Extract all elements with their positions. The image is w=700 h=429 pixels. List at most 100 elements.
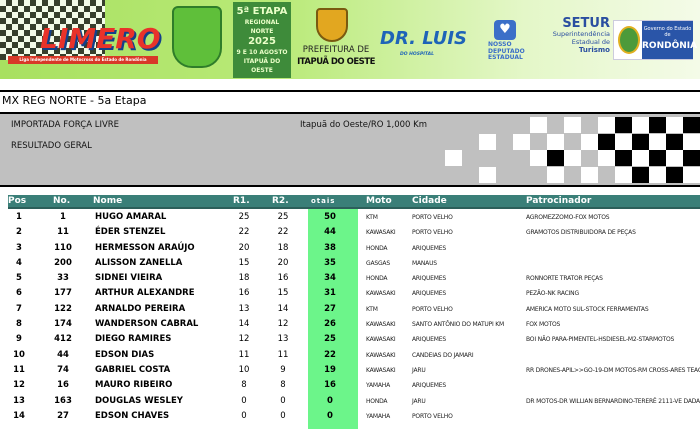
page-title: MX REG NORTE - 5a Etapa [2,94,147,107]
r2-cell: 25 [277,212,289,222]
pos-cell: 8 [16,319,22,330]
checker-square [649,133,666,150]
patrocinador-cell: RONNORTE TRATOR PEÇAS [526,275,603,283]
r1-cell: 0 [241,395,247,406]
patrocinador-cell: FOX MOTOS [526,321,561,329]
moto-cell: KAWASAKI [366,351,396,359]
cidade-cell: CANDEIAS DO JAMARI [412,351,474,359]
divider [0,185,700,187]
table-row: 14 27 EDSON CHAVES 0 0 0 YAMAHA PORTO VELHO [8,408,700,423]
header-moto: Moto [366,196,392,206]
moto-cell: YAMAHA [366,412,391,420]
r2-cell: 8 [280,380,286,391]
header-nome: Nome [93,196,123,206]
etapa-city: ITAPUÃ DO OESTE [243,58,281,74]
number-cell: 44 [57,349,69,360]
moto-cell: KAWASAKI [366,366,396,374]
r2-cell: 18 [277,242,289,253]
name-cell: EDSON DIAS [95,349,155,360]
number-cell: 33 [57,273,69,284]
category-label: IMPORTADA FORÇA LIVRE [11,120,120,130]
checker-square [598,133,615,150]
r2-cell: 11 [277,349,289,360]
number-cell: 174 [54,319,72,330]
r1-cell: 25 [238,212,250,222]
checker-square [598,117,615,133]
pos-cell: 1 [16,212,22,222]
patrocinador-cell: RR DRONES-APIL>>GO-19-DM MOTOS-RM CROSS-… [526,366,700,374]
limero-subtitle: Liga Independente de Motocross do Estado… [8,56,158,64]
prefeitura-label: PREFEITURA DE [302,45,370,55]
r1-cell: 8 [241,380,247,391]
nosso-deputado-logo: NOSSO DEPUTADO ESTADUAL [488,41,525,61]
total-cell: 38 [324,242,336,253]
header-r2: R2. [272,196,289,206]
name-cell: ÉDER STENZEL [95,227,166,238]
pos-cell: 10 [13,349,25,360]
number-cell: 163 [54,395,72,406]
patrocinador-cell: GRAMOTOS DISTRIBUIDORA DE PEÇAS [526,229,636,237]
header-totais: otais [311,197,336,205]
checker-square [479,133,496,150]
r2-cell: 14 [277,303,289,314]
checker-square [564,150,581,166]
number-cell: 177 [54,288,72,299]
number-cell: 11 [57,227,69,238]
pos-cell: 4 [16,257,22,268]
table-row: 11 74 GABRIEL COSTA 10 9 19 KAWASAKI JARU RR DRO… [8,362,700,377]
cidade-cell: ARIQUEMES [412,244,446,252]
r2-cell: 15 [277,288,289,299]
total-cell: 0 [327,395,333,406]
checker-square [547,150,564,166]
header-no: No. [53,196,71,206]
r1-cell: 20 [238,242,250,253]
total-cell: 26 [324,319,336,330]
name-cell: WANDERSON CABRAL [95,319,199,330]
checker-square [649,166,666,183]
rondonia-top: Governo do Estado de [643,26,692,38]
total-cell: 27 [324,303,336,314]
pos-cell: 5 [16,273,22,284]
cidade-cell: ARIQUEMES [412,290,446,298]
checker-square [666,166,683,183]
number-cell: 200 [54,257,72,268]
moto-cell: YAMAHA [366,382,391,390]
total-cell: 35 [324,257,336,268]
rondonia-name: RONDÔNIA [642,41,698,51]
moto-cell: KTM [366,305,378,313]
checker-square [632,133,649,150]
number-cell: 27 [57,410,69,421]
patrocinador-cell: PEZÃO-NK RACING [526,290,579,298]
table-row: 6 177 ARTHUR ALEXANDRE 16 15 31 KAWASAKI ARIQUE… [8,285,700,300]
drluis-logo: DR. LUIS [380,28,468,49]
r1-cell: 11 [238,349,250,360]
total-cell: 16 [324,380,336,391]
name-cell: HERMESSON ARAÚJO [95,242,195,253]
drluis-sub: DO HOSPITAL [400,52,435,57]
patrocinador-cell: AGROMEZZOMO-FOX MOTOS [526,214,610,221]
cidade-cell: ARIQUEMES [412,275,446,283]
table-header: Pos No. Nome R1. R2. otais Moto Cidade P… [8,195,700,209]
r2-cell: 0 [280,410,286,421]
pos-cell: 11 [13,364,25,375]
moto-cell: HONDA [366,275,388,283]
moto-cell: KTM [366,214,378,221]
setur-logo: SETUR Superintendência Estadual de Turis… [530,16,610,55]
r1-cell: 12 [238,334,250,345]
r1-cell: 22 [238,227,250,238]
results-table: Pos No. Nome R1. R2. otais Moto Cidade P… [8,195,700,429]
table-row: 9 412 DIEGO RAMIRES 12 13 25 KAWASAKI ARIQUEMES… [8,331,700,346]
r2-cell: 0 [280,395,286,406]
header-patrocinador: Patrocinador [526,196,592,206]
r2-cell: 12 [277,319,289,330]
r2-cell: 20 [277,257,289,268]
motocross-badge-logo [172,6,222,68]
cidade-cell: ARIQUEMES [412,382,446,390]
table-row: 12 16 MAURO RIBEIRO 8 8 16 YAMAHA ARIQUEMES [8,377,700,392]
cidade-cell: PORTO VELHO [412,229,453,237]
pos-cell: 2 [16,227,22,238]
header-pos: Pos [8,196,27,206]
table-row: 1 1 HUGO AMARAL 25 25 50 KTM PORTO VELHO AGROMEZ… [8,209,700,224]
prefeitura-city: ITAPUÃ DO OESTE [297,57,375,67]
name-cell: MAURO RIBEIRO [95,380,173,391]
